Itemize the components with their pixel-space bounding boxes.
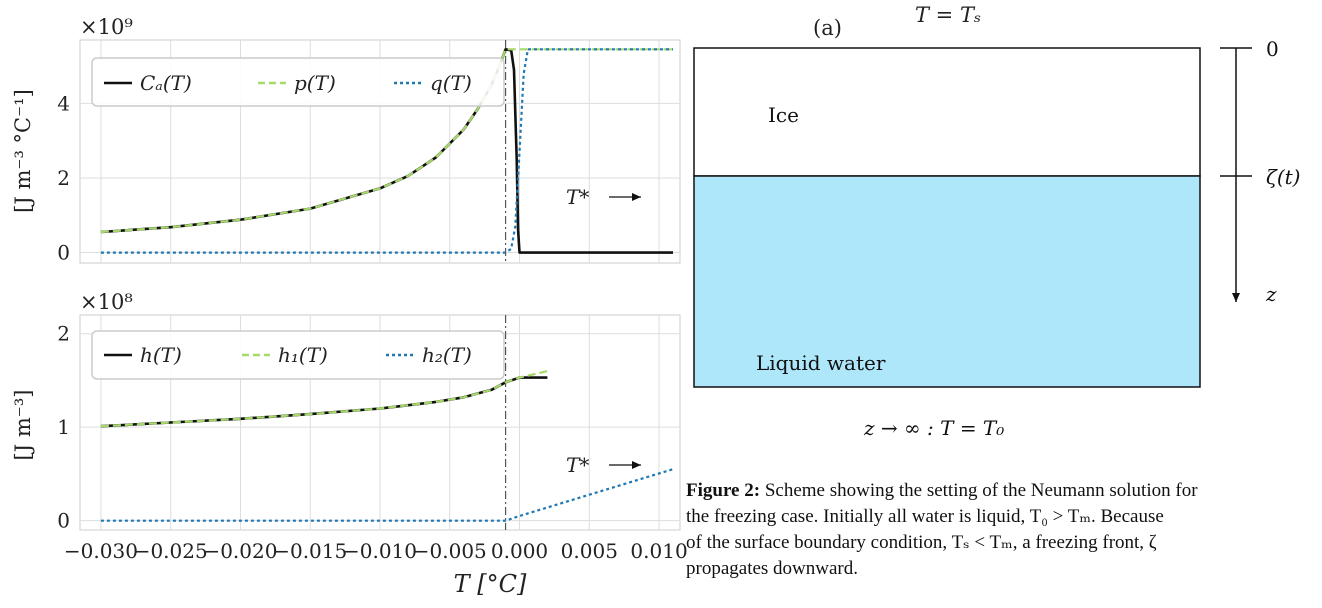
- bottom-legend-box: [91, 330, 505, 380]
- top-multiplier: ×10⁹: [80, 15, 133, 39]
- x-tick-label: −0.010: [343, 539, 417, 563]
- neumann-diagram: (a) T = Tₛ Ice Liquid water 0 ζ(t) z z →…: [693, 3, 1300, 440]
- top-chart: 0 2 4 ×10⁹ [J m⁻³ °C⁻¹] T* Cₐ(T) p(T) q(T): [11, 15, 681, 265]
- diagram-panel-label: (a): [813, 16, 842, 40]
- legend-label-q: q(T): [430, 71, 472, 95]
- caption-line-1: Figure 2: Scheme showing the setting of …: [686, 478, 1322, 504]
- bottom-y-axis-label: [J m⁻³]: [11, 390, 35, 461]
- bottom-y-tick-label: 0: [57, 509, 70, 533]
- bottom-legend: h(T) h₁(T) h₂(T): [91, 330, 505, 380]
- x-axis-label: T [°C]: [454, 570, 527, 598]
- ice-layer: [693, 47, 1201, 177]
- legend-label-p: p(T): [294, 71, 336, 95]
- legend-label-h: h(T): [140, 343, 182, 367]
- bottom-t-star-annotation: T*: [566, 453, 641, 477]
- top-legend-box: [91, 57, 505, 107]
- top-y-axis-label: [J m⁻³ °C⁻¹]: [11, 89, 35, 213]
- bottom-series-line-1: [100, 370, 548, 428]
- bottom-y-tick-label: 2: [57, 322, 70, 346]
- legend-label-h2: h₂(T): [422, 343, 472, 367]
- top-series-line-1: [100, 48, 673, 234]
- deep-condition: z → ∞ : T = T₀: [863, 416, 1004, 440]
- x-tick-label: −0.025: [134, 539, 208, 563]
- x-tick-label: −0.030: [64, 539, 138, 563]
- caption-figure-label: Figure 2:: [686, 480, 761, 501]
- top-y-ticks: 0 2 4: [57, 91, 70, 264]
- bottom-y-tick-label: 1: [57, 415, 70, 439]
- top-y-tick-label: 2: [57, 166, 70, 190]
- front-label: ζ(t): [1266, 165, 1300, 189]
- top-series-line-2: [100, 48, 673, 254]
- depth-axis-label: z: [1265, 282, 1277, 306]
- x-tick-label: 0.010: [630, 539, 687, 563]
- caption-text-1: Scheme showing the setting of the Neuman…: [760, 480, 1198, 501]
- bottom-series-group: [100, 370, 674, 522]
- top-y-tick-label: 4: [57, 91, 70, 115]
- x-tick-label: 0.005: [561, 539, 618, 563]
- caption-line-3: of the surface boundary condition, Tₛ < …: [686, 532, 1157, 553]
- water-label: Liquid water: [756, 351, 886, 375]
- top-t-star-label: T*: [566, 185, 589, 209]
- bottom-t-star-label: T*: [566, 453, 589, 477]
- top-legend: Cₐ(T) p(T) q(T): [91, 57, 505, 107]
- x-tick-label: −0.015: [273, 539, 347, 563]
- top-t-star-annotation: T*: [566, 185, 641, 209]
- bottom-chart: 0 1 2 −0.030−0.025−0.020−0.015−0.010−0.005…: [11, 290, 688, 598]
- bottom-x-ticks: −0.030−0.025−0.020−0.015−0.010−0.005 0.00…: [64, 539, 688, 563]
- ice-label: Ice: [768, 103, 799, 127]
- legend-label-h1: h₁(T): [278, 343, 328, 367]
- bottom-y-ticks: 0 1 2: [57, 322, 70, 533]
- figure-caption: Figure 2: Scheme showing the setting of …: [686, 478, 1322, 582]
- caption-line-2: the freezing case. Initially all water i…: [686, 506, 1164, 527]
- surface-condition: T = Tₛ: [915, 3, 981, 27]
- bottom-multiplier: ×10⁸: [80, 290, 133, 314]
- legend-label-ca: Cₐ(T): [140, 71, 192, 95]
- caption-line-4: propagates downward.: [686, 558, 859, 579]
- water-layer: [693, 175, 1201, 388]
- bottom-series-line-2: [100, 468, 674, 522]
- x-tick-label: −0.005: [413, 539, 487, 563]
- x-tick-label: 0.000: [491, 539, 548, 563]
- depth-zero-label: 0: [1266, 37, 1279, 61]
- top-y-tick-label: 0: [57, 241, 70, 265]
- x-tick-label: −0.020: [203, 539, 277, 563]
